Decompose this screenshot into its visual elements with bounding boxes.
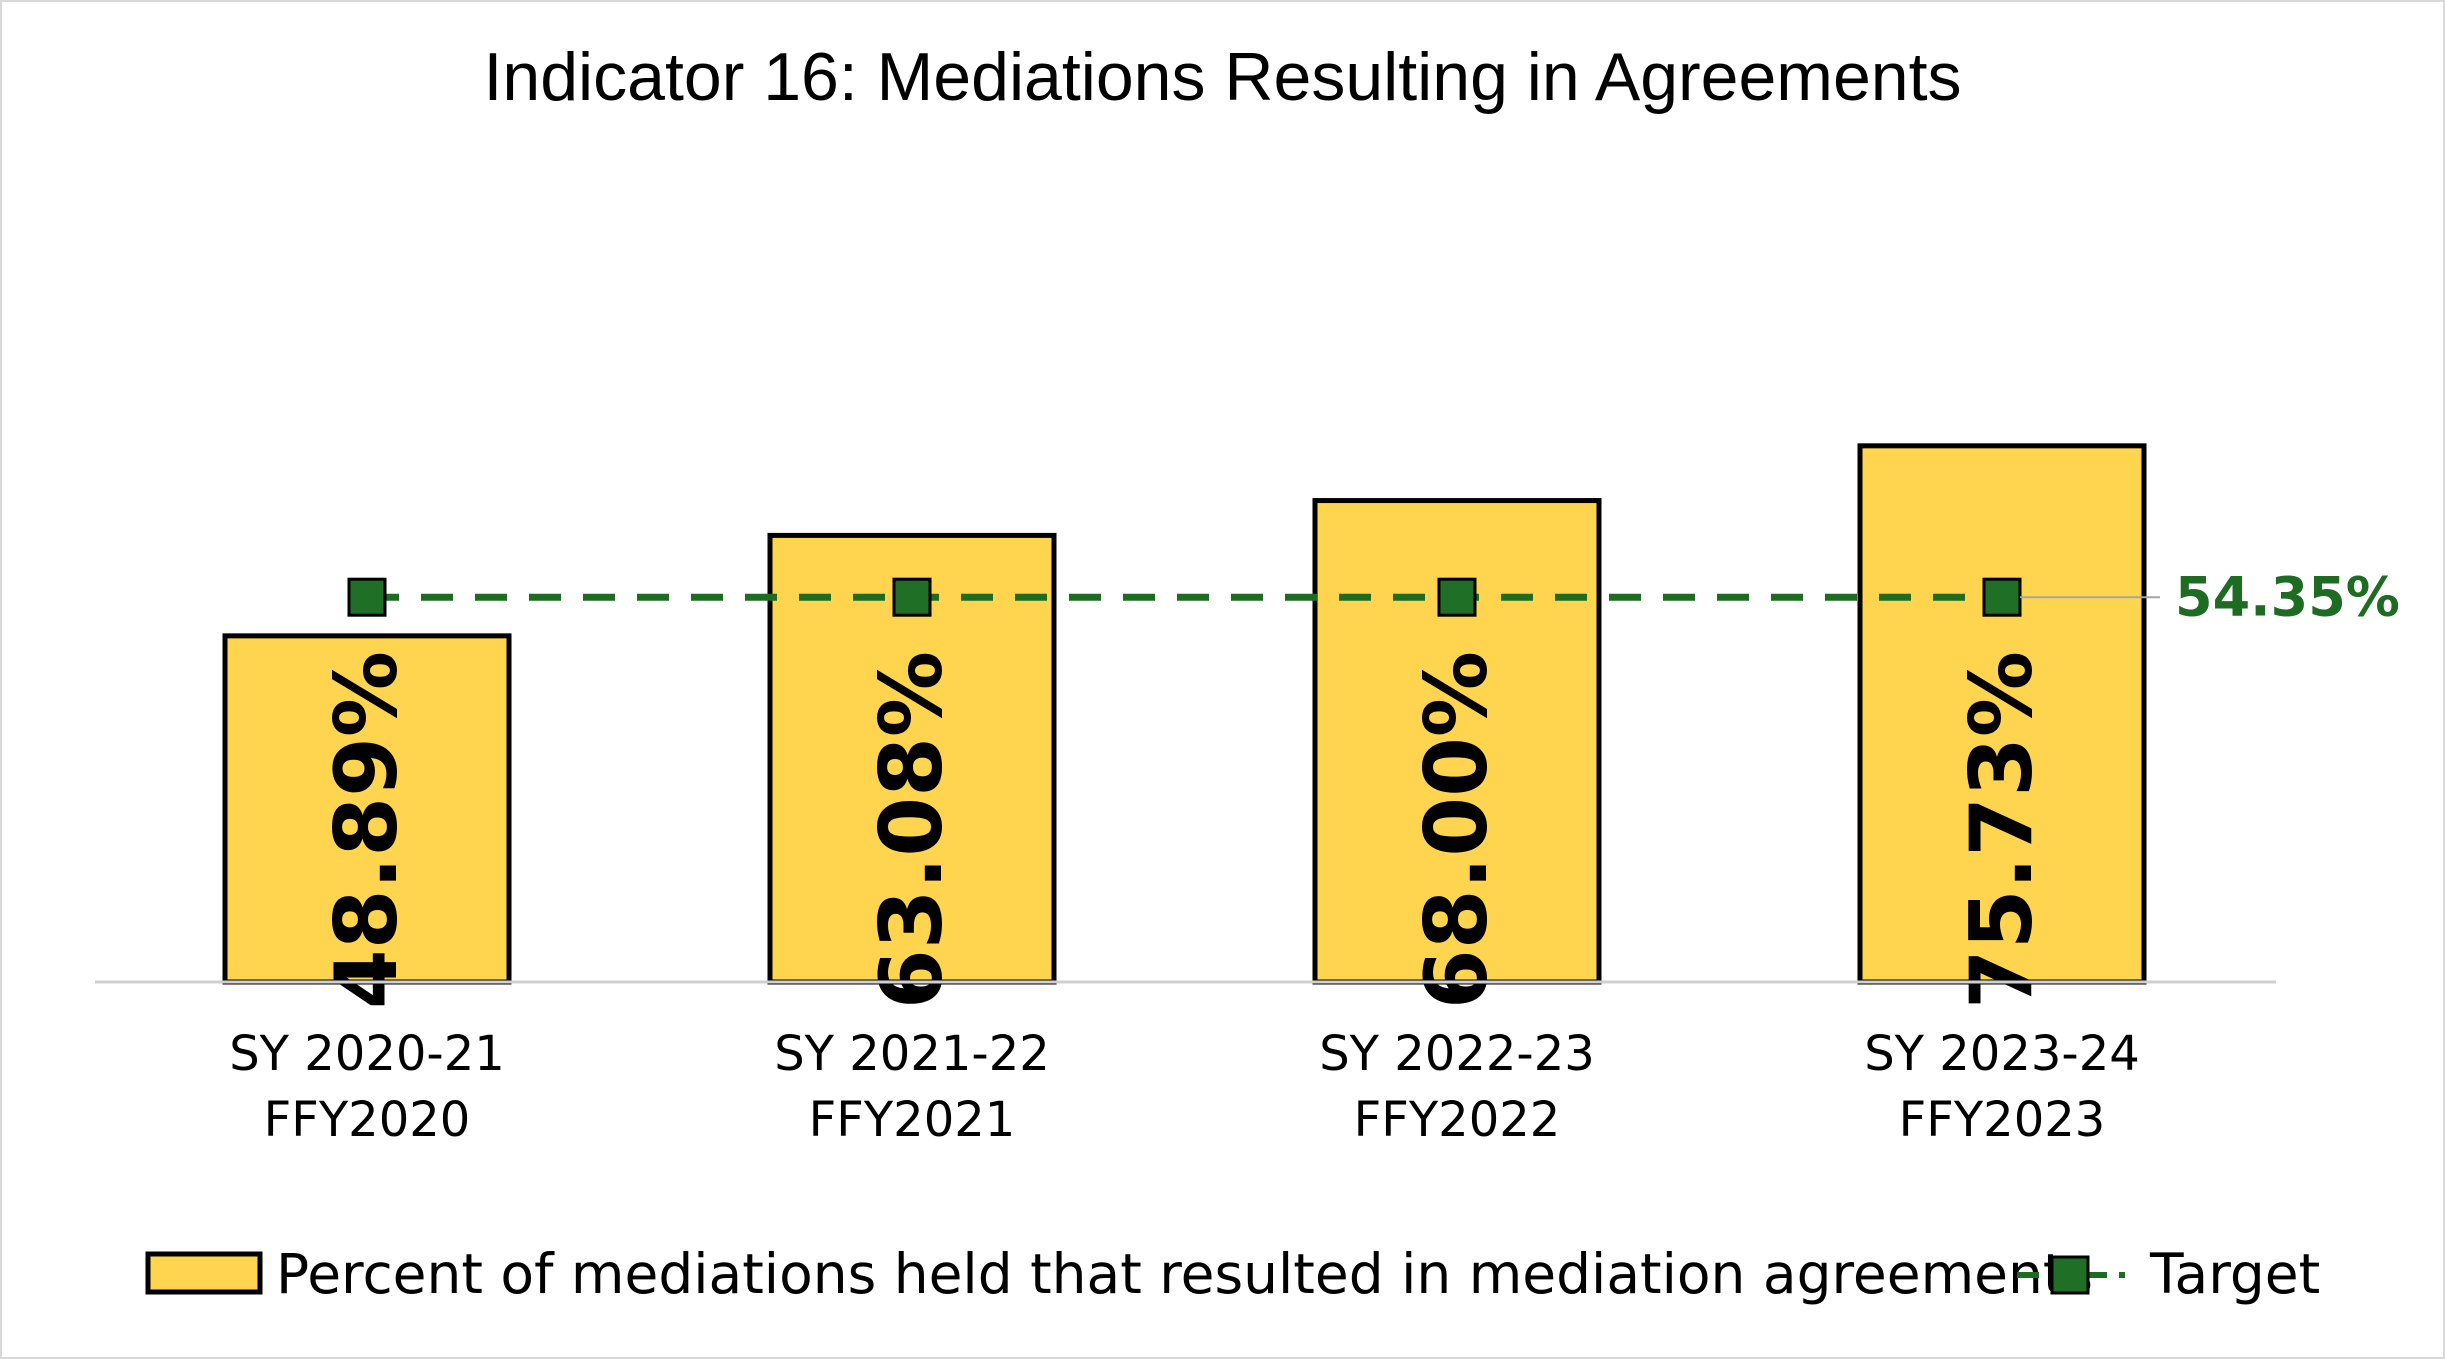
x-tick-label: FFY2020 <box>264 1092 471 1148</box>
x-tick-label: FFY2023 <box>1899 1092 2106 1148</box>
bar-value-label: 48.89% <box>317 651 417 1009</box>
bar-value-label: 63.08% <box>862 651 962 1009</box>
x-tick-label: SY 2020-21 <box>229 1026 505 1082</box>
target-point <box>892 577 932 617</box>
x-tick-labels: SY 2020-21 FFY2020 SY 2021-22 FFY2021 SY 202… <box>229 1026 2140 1148</box>
target-point <box>1437 577 1477 617</box>
legend-swatch-target-marker <box>2050 1255 2090 1295</box>
legend-label-target: Target <box>2149 1242 2320 1306</box>
legend: Percent of mediations held that resulted… <box>145 1242 2320 1306</box>
target-layer: 54.35% <box>347 566 2400 629</box>
legend-swatch-bars <box>145 1251 263 1295</box>
target-point <box>1982 577 2022 617</box>
x-tick-label: SY 2022-23 <box>1319 1026 1595 1082</box>
bar-value-label: 75.73% <box>1952 651 2052 1009</box>
x-tick-label: FFY2022 <box>1354 1092 1561 1148</box>
target-value-label: 54.35% <box>2175 566 2400 629</box>
bar <box>222 633 512 985</box>
bar-value-label: 68.00% <box>1407 651 1507 1009</box>
target-point <box>347 577 387 617</box>
x-tick-label: FFY2021 <box>809 1092 1016 1148</box>
legend-label-bars: Percent of mediations held that resulted… <box>276 1242 2093 1306</box>
x-tick-label: SY 2021-22 <box>774 1026 1050 1082</box>
chart-title: Indicator 16: Mediations Resulting in Ag… <box>483 39 1962 115</box>
bars-layer: 48.89% 63.08% 68.00% 75.73% <box>222 443 2147 1009</box>
x-tick-label: SY 2023-24 <box>1864 1026 2140 1082</box>
